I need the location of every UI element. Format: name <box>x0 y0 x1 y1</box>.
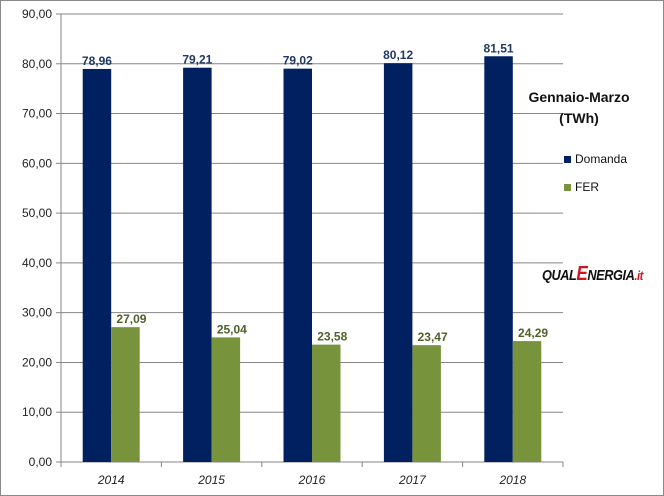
data-label-domanda: 80,12 <box>383 48 413 62</box>
y-tick-label: 60,00 <box>22 156 52 170</box>
legend-swatch-domanda <box>564 155 571 163</box>
x-tick-label: 2014 <box>97 473 125 487</box>
y-tick-label: 70,00 <box>22 107 52 121</box>
data-label-domanda: 79,21 <box>182 53 212 67</box>
data-label-fer: 23,47 <box>418 330 448 344</box>
data-label-domanda: 79,02 <box>283 54 313 68</box>
data-label-fer: 23,58 <box>317 330 347 344</box>
legend-label-domanda: Domanda <box>575 152 628 166</box>
bar-fer <box>412 345 441 462</box>
legend-item-fer: FER <box>564 180 599 194</box>
bar-domanda <box>383 63 413 462</box>
x-tick-label: 2015 <box>197 473 225 487</box>
bar-fer <box>111 327 140 462</box>
bar-domanda <box>82 68 112 463</box>
chart-title: Gennaio-Marzo (TWh) <box>509 87 649 129</box>
data-label-fer: 25,04 <box>217 322 247 336</box>
chart-title-line-1: Gennaio-Marzo <box>528 89 630 105</box>
y-tick-label: 10,00 <box>22 405 52 419</box>
legend-item-domanda: Domanda <box>564 152 627 166</box>
qualenergia-logo: QUALENERGIA.it <box>542 263 643 285</box>
legend-swatch-fer <box>564 183 571 191</box>
y-tick-label: 90,00 <box>22 7 52 21</box>
x-tick-label: 2018 <box>498 473 526 487</box>
bar-fer <box>512 341 542 462</box>
bar-domanda <box>283 68 312 462</box>
chart-title-line-2: (TWh) <box>559 110 599 126</box>
x-tick-label: 2017 <box>398 473 427 487</box>
data-label-fer: 24,29 <box>518 326 548 340</box>
legend-label-fer: FER <box>575 180 599 194</box>
y-tick-label: 30,00 <box>22 306 52 320</box>
y-tick-label: 50,00 <box>22 206 52 220</box>
y-tick-label: 40,00 <box>22 256 52 270</box>
data-label-domanda: 78,96 <box>82 54 112 68</box>
bar-domanda <box>183 67 212 463</box>
x-tick-label: 2016 <box>298 473 326 487</box>
bar-fer <box>211 337 241 462</box>
data-label-domanda: 81,51 <box>484 41 514 55</box>
y-tick-label: 20,00 <box>22 355 52 369</box>
bar-domanda <box>484 56 513 463</box>
y-tick-label: 0,00 <box>29 455 53 469</box>
bar-fer <box>312 344 341 462</box>
y-tick-label: 80,00 <box>22 57 52 71</box>
data-label-fer: 27,09 <box>116 312 146 326</box>
